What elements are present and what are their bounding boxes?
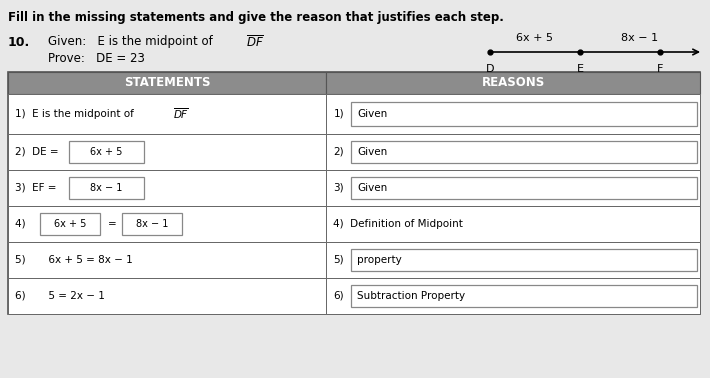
Text: 3)  EF =: 3) EF = [15,183,60,193]
Text: 4): 4) [15,219,32,229]
Bar [327,242,700,278]
Text: property: property [357,255,402,265]
Text: 3): 3) [333,183,344,193]
Text: F: F [657,64,663,74]
Text: Subtraction Property: Subtraction Property [357,291,466,301]
Bar [351,285,697,307]
Text: D: D [486,64,494,74]
Text: Given: Given [357,109,388,119]
Text: 5): 5) [333,255,344,265]
Bar [327,170,700,206]
Bar [8,134,327,170]
Text: 2): 2) [333,147,344,157]
Text: Prove:   DE = 23: Prove: DE = 23 [48,51,145,65]
Bar [327,134,700,170]
Text: 6)       5 = 2x − 1: 6) 5 = 2x − 1 [15,291,105,301]
Text: STATEMENTS: STATEMENTS [124,76,210,90]
Bar [351,141,697,163]
Text: Fill in the missing statements and give the reason that justifies each step.: Fill in the missing statements and give … [8,11,504,25]
Text: 4)  Definition of Midpoint: 4) Definition of Midpoint [333,219,463,229]
Text: REASONS: REASONS [481,76,545,90]
Bar [122,213,182,235]
Text: 6x + 5: 6x + 5 [90,147,123,157]
Text: 8x − 1: 8x − 1 [621,33,659,43]
Text: 2)  DE =: 2) DE = [15,147,62,157]
Bar [327,94,700,134]
Bar [351,249,697,271]
Bar [8,170,327,206]
Text: 6x + 5: 6x + 5 [54,219,86,229]
Text: 6): 6) [333,291,344,301]
Bar [351,177,697,199]
Bar [69,177,144,199]
Bar [327,206,700,242]
Text: Given:   E is the midpoint of: Given: E is the midpoint of [48,36,217,48]
Text: 1)  E is the midpoint of: 1) E is the midpoint of [15,109,137,119]
Bar [40,213,100,235]
Text: 6x + 5: 6x + 5 [516,33,554,43]
Bar [327,278,700,314]
Bar [8,94,327,134]
Bar [69,141,144,163]
Bar [351,102,697,126]
Text: $\overline{DF}$: $\overline{DF}$ [246,34,264,50]
Text: 5)       6x + 5 = 8x − 1: 5) 6x + 5 = 8x − 1 [15,255,133,265]
Text: =: = [108,219,116,229]
Bar [8,72,700,314]
Text: 8x − 1: 8x − 1 [90,183,123,193]
Text: 10.: 10. [8,36,31,48]
Text: 8x − 1: 8x − 1 [136,219,168,229]
Text: $\overline{DF}$: $\overline{DF}$ [173,107,189,121]
Bar [8,72,327,94]
Bar [8,242,327,278]
Text: Given: Given [357,147,388,157]
Text: Given: Given [357,183,388,193]
Text: E: E [577,64,584,74]
Bar [8,206,327,242]
Bar [327,72,700,94]
Bar [8,278,327,314]
Text: 1): 1) [333,109,344,119]
